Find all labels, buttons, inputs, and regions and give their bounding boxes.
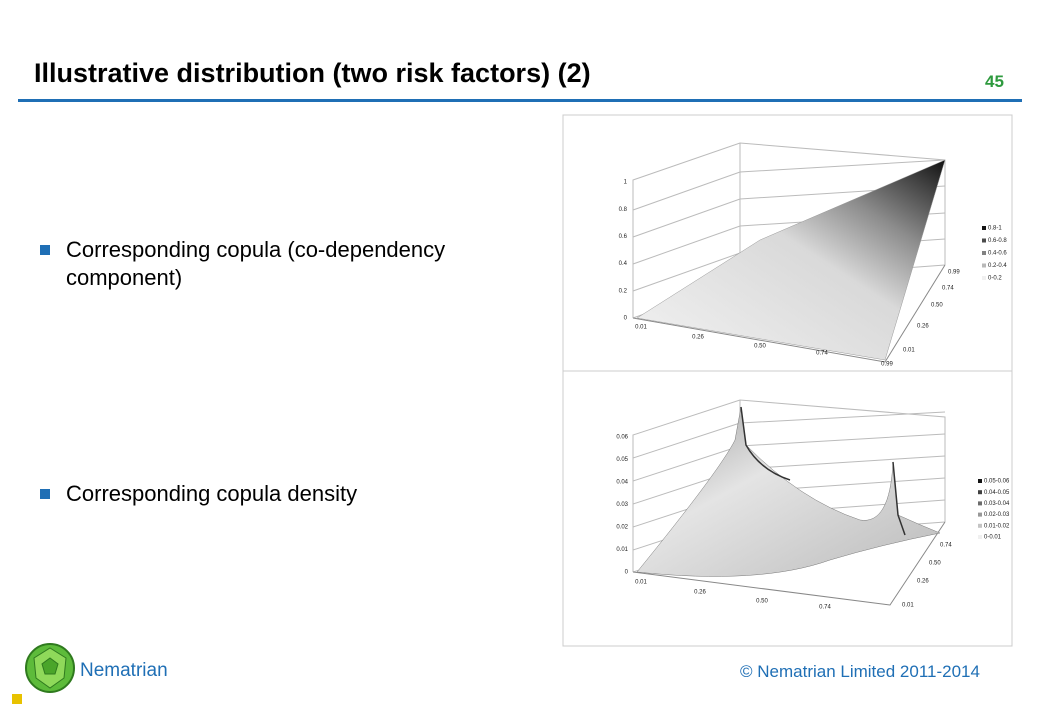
title-rule [18, 99, 1022, 102]
z-tick-label: 0.2 [619, 288, 628, 294]
depth-tick-label: 0.50 [931, 303, 943, 309]
z-tick-label: 0.03 [616, 502, 628, 508]
z-tick-label: 0.8 [619, 207, 628, 213]
depth-tick-label: 0.99 [948, 270, 960, 276]
x-tick-label: 0.74 [819, 605, 831, 611]
page-number: 45 [985, 72, 1004, 91]
x-tick-label: 0.26 [694, 590, 706, 596]
copula-surface [636, 159, 946, 361]
z-tick-label: 0.04 [616, 480, 628, 486]
z-tick-label: 0.06 [616, 435, 628, 441]
z-tick-label: 0.01 [616, 547, 628, 553]
legend-label: 0.05-0.06 [984, 479, 1010, 485]
x-tick-label: 0.26 [692, 335, 704, 341]
brand: Nematrian [80, 660, 168, 681]
legend-label: 0.01-0.02 [984, 523, 1010, 529]
legend-swatch [982, 276, 986, 280]
legend-swatch [982, 251, 986, 255]
x-tick-label: 0.74 [816, 351, 828, 357]
legend-label: 0-0.2 [988, 276, 1002, 282]
legend-label: 0.04-0.05 [984, 490, 1010, 496]
x-tick-label: 0.99 [881, 362, 893, 368]
legend-swatch [982, 263, 986, 268]
z-tick-label: 0.6 [619, 234, 628, 240]
legend-label: 0.2-0.4 [988, 263, 1007, 269]
x-tick-label: 0.01 [635, 580, 647, 586]
z-tick-label: 0.4 [619, 261, 628, 267]
legend-swatch [978, 490, 982, 495]
legend-label: 0-0.01 [984, 535, 1002, 541]
legend-swatch [978, 535, 982, 539]
legend-swatch [978, 523, 982, 528]
z-tick-label: 0.02 [616, 525, 628, 531]
corner-square [12, 694, 22, 704]
z-tick-label: 0 [625, 570, 629, 576]
legend-label: 0.4-0.6 [988, 251, 1007, 257]
density-spike [892, 461, 906, 536]
legend-label: 0.6-0.8 [988, 238, 1007, 244]
depth-tick-label: 0.50 [929, 561, 941, 567]
legend-swatch [978, 479, 982, 483]
depth-tick-label: 0.26 [917, 579, 929, 585]
bullet: Corresponding copula density [40, 480, 566, 508]
x-tick-label: 0.50 [756, 599, 768, 605]
depth-tick-label: 0.01 [902, 603, 914, 609]
z-tick-label: 1 [624, 180, 628, 186]
x-tick-label: 0.50 [754, 344, 766, 350]
legend-swatch [982, 238, 986, 243]
slide-title: Illustrative distribution (two risk fact… [34, 58, 591, 88]
depth-tick-label: 0.74 [940, 543, 952, 549]
legend-swatch [978, 512, 982, 517]
depth-tick-label: 0.26 [917, 324, 929, 330]
copyright: © Nematrian Limited 2011-2014 [740, 662, 980, 681]
legend-label: 0.8-1 [988, 226, 1002, 232]
bullet: Corresponding copula (co-dependency comp… [40, 236, 566, 292]
legend-label: 0.02-0.03 [984, 512, 1010, 518]
legend-label: 0.03-0.04 [984, 501, 1010, 507]
legend-swatch [978, 501, 982, 506]
depth-tick-label: 0.01 [903, 348, 915, 354]
legend-swatch [982, 226, 986, 230]
z-tick-label: 0.05 [616, 457, 628, 463]
x-tick-label: 0.01 [635, 325, 647, 331]
z-tick-label: 0 [624, 316, 628, 322]
logo [25, 643, 75, 693]
density-spike [740, 406, 791, 481]
depth-tick-label: 0.74 [942, 286, 954, 292]
